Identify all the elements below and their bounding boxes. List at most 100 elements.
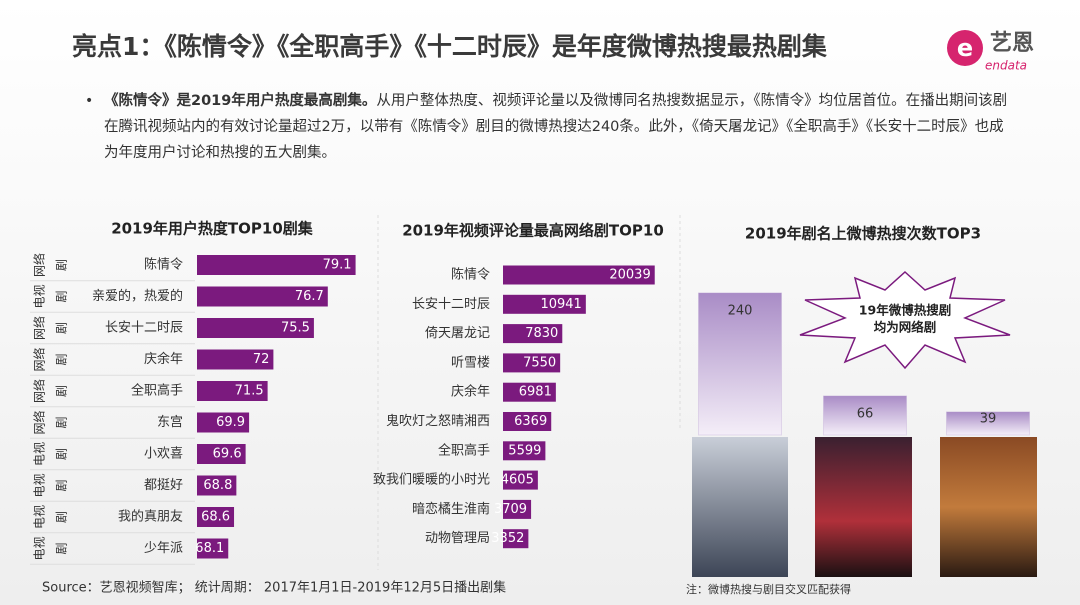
bullet-bold: 《陈情令》是2019年用户热度最高剧集。 (104, 93, 377, 109)
value-label: 240 (728, 303, 753, 318)
type-label: 网络 (32, 379, 47, 403)
poster (940, 437, 1037, 577)
type-label: 网络 (32, 253, 47, 277)
value-label: 75.5 (281, 321, 310, 336)
chart-title: 2019年视频评论量最高网络剧TOP10 (402, 222, 664, 240)
category-label: 庆余年 (451, 384, 490, 400)
category-label: 听雪楼 (451, 355, 490, 370)
bullet-body: 从用户整体热度、视频评论量以及微博同名热搜数据显示，《陈情令》均位居首位。在播出… (104, 93, 1008, 161)
chart-title: 2019年剧名上微博热搜次数TOP3 (745, 225, 981, 243)
bar (197, 475, 237, 496)
type-label: 剧 (55, 416, 69, 428)
bar (503, 324, 563, 344)
value-label: 68.1 (195, 541, 224, 556)
type-label: 电视 (32, 505, 47, 529)
bar (823, 395, 907, 436)
type-label: 剧 (55, 259, 69, 271)
bar (197, 255, 356, 275)
annotation: 19年微博热搜剧 (859, 303, 951, 318)
type-label: 剧 (55, 385, 69, 397)
category-label: 倚天屠龙记 (425, 326, 490, 341)
bullet-text: 《陈情令》是2019年用户热度最高剧集。从用户整体热度、视频评论量以及微博同名热… (104, 88, 1009, 166)
type-label: 网络 (32, 347, 47, 371)
value-label: 3352 (491, 531, 524, 546)
chart-title: 2019年用户热度TOP10剧集 (111, 220, 314, 238)
bar (503, 499, 532, 519)
type-label: 剧 (55, 353, 69, 365)
category-label: 陈情令 (451, 267, 490, 283)
bullet-dot: • (85, 93, 93, 109)
category-label: 长安十二时辰 (412, 297, 490, 312)
bar (503, 529, 529, 549)
bar (503, 294, 586, 314)
value-label: 71.5 (235, 384, 264, 399)
bullet-box: 《陈情令》是2019年用户热度最高剧集。从用户整体热度、视频评论量以及微博同名热… (104, 88, 1009, 166)
category-label: 全职高手 (438, 442, 490, 458)
value-label: 72 (253, 352, 270, 367)
logo-e: e (957, 34, 973, 62)
bar (503, 353, 561, 373)
logo-subtext: endata (985, 59, 1027, 73)
category-label: 都挺好 (144, 478, 183, 493)
value-label: 79.1 (323, 258, 352, 273)
source: Source：艺恩视频智库； 统计周期： 2017年1月1日-2019年12月5… (42, 580, 506, 596)
value-label: 68.8 (203, 478, 232, 493)
category-label: 长安十二时辰 (105, 321, 183, 336)
value-label: 20039 (609, 268, 650, 283)
bar (197, 507, 235, 527)
note: 注：微博热搜与剧目交叉匹配获得 (686, 582, 851, 596)
bar (503, 470, 538, 490)
category-label: 庆余年 (144, 351, 183, 367)
value-label: 7830 (525, 326, 558, 341)
value-label: 6981 (519, 385, 552, 400)
category-label: 致我们暖暖的小时光 (373, 472, 490, 488)
logo-text: 艺恩 (990, 30, 1034, 56)
bar (503, 265, 655, 285)
bar (503, 441, 546, 461)
logo: e 艺恩 endata (947, 30, 1034, 73)
type-label: 剧 (55, 479, 69, 491)
category-label: 全职高手 (131, 383, 183, 399)
value-label: 3709 (494, 502, 527, 517)
bar (503, 382, 556, 402)
bar (503, 412, 552, 431)
poster (692, 437, 788, 577)
bar (197, 286, 328, 307)
bar (197, 318, 314, 338)
type-label: 电视 (32, 536, 47, 560)
category-label: 我的真朋友 (118, 509, 183, 525)
category-label: 少年派 (144, 541, 183, 556)
type-label: 电视 (32, 473, 47, 497)
category-label: 鬼吹灯之怒晴湘西 (386, 413, 490, 429)
value-label: 66 (857, 406, 874, 421)
bar (946, 411, 1030, 436)
type-label: 网络 (32, 316, 47, 340)
type-label: 剧 (55, 511, 69, 523)
type-label: 网络 (32, 410, 47, 434)
logo-mark (947, 30, 983, 66)
type-label: 剧 (55, 542, 69, 554)
category-label: 暗恋橘生淮南 (412, 501, 490, 517)
category-label: 陈情令 (144, 257, 183, 273)
type-label: 剧 (55, 290, 69, 302)
slide-title: 亮点1：《陈情令》《全职高手》《十二时辰》是年度微博热搜最热剧集 (72, 32, 828, 61)
value-label: 7550 (523, 355, 556, 370)
type-label: 电视 (32, 442, 47, 466)
bar (197, 444, 246, 464)
type-label: 剧 (55, 448, 69, 460)
value-label: 69.9 (216, 415, 245, 430)
value-label: 5599 (508, 443, 541, 458)
category-label: 亲爱的，热爱的 (92, 288, 183, 304)
bar (197, 381, 268, 401)
annotation: 均为网络剧 (874, 320, 937, 335)
value-label: 68.6 (201, 510, 230, 525)
value-label: 69.6 (213, 447, 242, 462)
bar (698, 292, 782, 436)
bar (197, 538, 229, 559)
category-label: 小欢喜 (144, 447, 183, 462)
starburst (799, 270, 1011, 370)
bar (197, 412, 250, 433)
poster (815, 437, 912, 577)
value-label: 76.7 (295, 289, 324, 304)
